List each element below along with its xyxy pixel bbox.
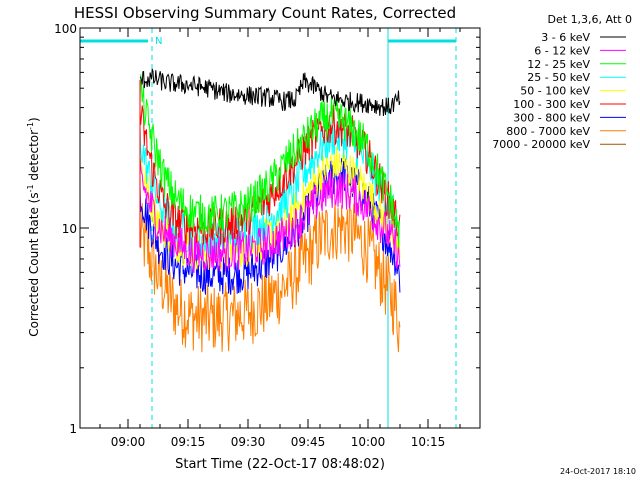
legend-label: 100 - 300 keV <box>513 98 590 111</box>
x-axis-label: Start Time (22-Oct-17 08:48:02) <box>175 457 385 472</box>
series-line-2 <box>139 74 401 248</box>
x-tick-label: 09:30 <box>231 435 266 449</box>
legend-label: 50 - 100 keV <box>520 85 590 98</box>
legend-label: 6 - 12 keV <box>534 44 590 57</box>
series-line-0 <box>139 68 401 117</box>
chart-title: HESSI Observing Summary Count Rates, Cor… <box>74 4 456 22</box>
legend-label: 3 - 6 keV <box>541 31 590 44</box>
x-tick-label: 09:45 <box>291 435 326 449</box>
y-tick-label: 1 <box>69 422 77 436</box>
timestamp: 24-Oct-2017 18:10 <box>560 467 636 476</box>
x-tick-label: 10:15 <box>411 435 446 449</box>
series-line-3 <box>139 117 400 259</box>
night-marker-label: N <box>155 36 162 47</box>
legend-title: Det 1,3,6, Att 0 <box>548 13 632 26</box>
y-tick-label: 10 <box>62 222 77 236</box>
legend-label: 25 - 50 keV <box>527 71 590 84</box>
x-tick-label: 10:00 <box>351 435 386 449</box>
legend-label: 7000 - 20000 keV <box>492 138 590 151</box>
x-tick-label: 09:15 <box>171 435 206 449</box>
x-tick-label: 09:00 <box>111 435 146 449</box>
series-line-6 <box>139 158 401 295</box>
legend-label: 12 - 25 keV <box>527 58 590 71</box>
y-axis-label: Corrected Count Rate (s-1 detector-1) <box>26 117 41 336</box>
series-line-1 <box>139 157 401 273</box>
legend-label: 300 - 800 keV <box>513 111 590 124</box>
y-tick-label: 100 <box>54 22 77 36</box>
plot-frame <box>79 27 481 429</box>
legend-label: 800 - 7000 keV <box>506 125 590 138</box>
series-line-7 <box>139 195 401 353</box>
